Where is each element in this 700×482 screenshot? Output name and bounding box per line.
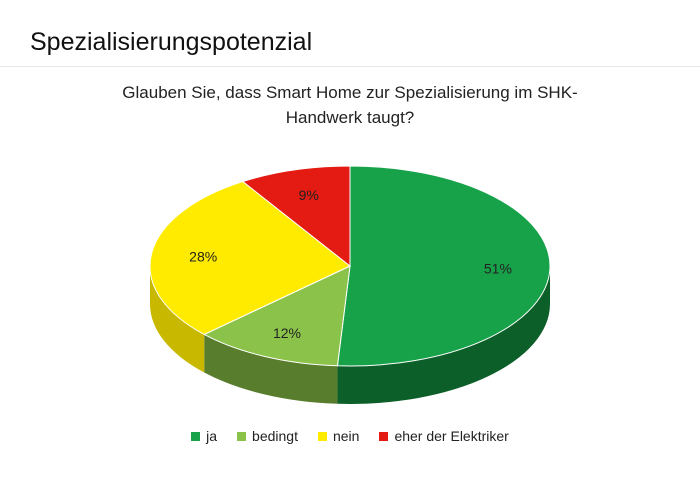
chart-title: Glauben Sie, dass Smart Home zur Spezial… [60, 80, 640, 130]
legend-swatch-elektriker [379, 431, 389, 441]
legend: ja bedingt nein eher der Elektriker [0, 428, 700, 444]
legend-item-bedingt: bedingt [237, 428, 298, 444]
data-label-elektriker: 9% [299, 187, 319, 203]
legend-swatch-ja [191, 431, 201, 441]
data-label-ja: 51% [484, 260, 512, 276]
pie-top [149, 165, 551, 367]
legend-label-ja: ja [206, 428, 218, 444]
chart-title-line-2: Handwerk taugt? [285, 108, 415, 127]
title-divider [0, 66, 700, 67]
pie-sides [150, 266, 550, 405]
legend-swatch-bedingt [237, 431, 247, 441]
legend-item-ja: ja [191, 428, 217, 444]
pie-slice-ja [336, 165, 551, 367]
slide-title: Spezialisierungspotenzial [30, 28, 313, 56]
legend-item-nein: nein [317, 428, 360, 444]
pie-side-ja [337, 266, 550, 405]
legend-label-nein: nein [332, 428, 360, 444]
pie-side-nein [150, 266, 205, 373]
data-label-nein: 28% [189, 249, 217, 265]
data-label-bedingt: 12% [273, 325, 301, 341]
legend-item-elektriker: eher der Elektriker [379, 428, 509, 444]
chart-title-line-1: Glauben Sie, dass Smart Home zur Spezial… [122, 83, 578, 102]
legend-label-bedingt: bedingt [252, 428, 298, 444]
pie-side-bedingt [204, 334, 338, 404]
legend-label-elektriker: eher der Elektriker [394, 428, 509, 444]
pie-slice-bedingt [203, 265, 351, 367]
pie-data-labels: 51% 12% 28% 9% [189, 187, 512, 341]
legend-swatch-nein [317, 431, 327, 441]
pie-slice-nein [149, 181, 351, 336]
pie-slice-elektriker [241, 165, 351, 268]
